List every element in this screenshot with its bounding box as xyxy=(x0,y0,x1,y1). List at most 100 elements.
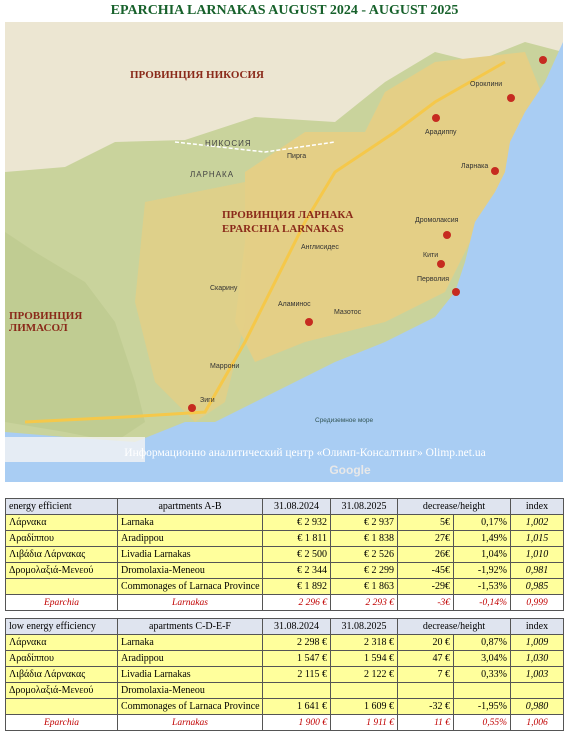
data-row: Δρομολαξιά-Μενεού Dromolaxia-Meneou € 2 34… xyxy=(5,562,564,579)
cell: Αραδίππου xyxy=(5,530,118,547)
cell: 3,04% xyxy=(453,650,511,667)
cell xyxy=(5,698,118,715)
map-label: ПРОВИНЦИЯ xyxy=(9,310,82,322)
markers xyxy=(188,56,547,412)
price-table: energy efficient apartments A-B 31.08.2024… xyxy=(5,498,564,611)
cell: 31.08.2024 xyxy=(262,498,331,515)
cell: 1 641 € xyxy=(262,698,331,715)
cell: 0,981 xyxy=(510,562,564,579)
cell: 0,17% xyxy=(453,514,511,531)
road xyxy=(24,311,262,424)
cell: Λάρνακα xyxy=(5,514,118,531)
title: EPARCHIA LARNAKAS AUGUST 2024 - AUGUST 2… xyxy=(110,3,459,18)
cell: Larnaka xyxy=(117,634,263,651)
cell: 1 547 € xyxy=(262,650,331,667)
cell: Αραδίππου xyxy=(5,650,118,667)
data-row: Δρομολαξιά-Μενεού Dromolaxia-Meneou xyxy=(5,682,564,699)
map-label: ПРОВИНЦИЯ ЛАРНАКА xyxy=(222,209,353,221)
map-label: Средиземное море xyxy=(315,417,374,424)
cell: 0,980 xyxy=(510,698,564,715)
cell: 7 € xyxy=(397,666,454,683)
cell: -0,14% xyxy=(453,594,511,611)
cell: Commonages of Larnaca Province xyxy=(117,578,263,595)
cell: index xyxy=(510,618,564,635)
cell: 20 € xyxy=(397,634,454,651)
cell: 0,55% xyxy=(453,714,511,731)
cell: Livadia Larnakas xyxy=(117,546,263,563)
marker xyxy=(188,404,196,412)
cell: € 1 838 xyxy=(330,530,398,547)
cell: € 1 863 xyxy=(330,578,398,595)
cell xyxy=(453,682,511,699)
cell: Δρομολαξιά-Μενεού xyxy=(5,682,118,699)
cell: 31.08.2025 xyxy=(330,498,398,515)
cell: 2 318 € xyxy=(330,634,398,651)
watermark: Информационно аналитический центр «Олимп… xyxy=(124,447,485,459)
cell: -29€ xyxy=(397,578,454,595)
cell: energy efficient xyxy=(5,498,118,515)
cell: 0,999 xyxy=(510,594,564,611)
map-label: Англисидес xyxy=(301,244,339,251)
cell: 1,49% xyxy=(453,530,511,547)
map-corner xyxy=(5,437,145,462)
cell: 31.08.2024 xyxy=(262,618,331,635)
cell: 1 609 € xyxy=(330,698,398,715)
map-label: Кити xyxy=(423,252,438,259)
cell: 1,006 xyxy=(510,714,564,731)
cell: 2 298 € xyxy=(262,634,331,651)
cell: 1 911 € xyxy=(330,714,398,731)
cell: Eparchia xyxy=(5,594,118,611)
map-label: ЛАРНАКА xyxy=(190,170,234,179)
cell: Larnakas xyxy=(117,714,263,731)
map-label: Арадиппу xyxy=(425,129,457,136)
map-label: Дромолаксия xyxy=(415,217,459,224)
marker xyxy=(443,231,451,239)
cell: Aradippou xyxy=(117,530,263,547)
cell: 0,33% xyxy=(453,666,511,683)
cell: -45€ xyxy=(397,562,454,579)
total-row: Eparchia Larnakas 2 296 €2 293 € -3€ -0,14% 0… xyxy=(5,594,564,611)
cell: 1,04% xyxy=(453,546,511,563)
cell: 1,010 xyxy=(510,546,564,563)
marker xyxy=(539,56,547,64)
cell: € 2 932 xyxy=(262,514,331,531)
cell: Larnaka xyxy=(117,514,263,531)
cell: -1,53% xyxy=(453,578,511,595)
cell: apartments A-B xyxy=(117,498,263,515)
sea xyxy=(5,42,563,482)
map-label: Ларнака xyxy=(461,163,488,170)
data-row: Λιβάδια Λάρνακας Livadia Larnakas 2 115 €2… xyxy=(5,666,564,683)
map-label: EPARCHIA LARNAKAS xyxy=(222,223,344,235)
cell: 0,87% xyxy=(453,634,511,651)
cell: Aradippou xyxy=(117,650,263,667)
cell: 1 594 € xyxy=(330,650,398,667)
cell: € 1 811 xyxy=(262,530,331,547)
header-row: energy efficient apartments A-B 31.08.2024… xyxy=(5,498,564,515)
cell: € 2 526 xyxy=(330,546,398,563)
marker xyxy=(452,288,460,296)
cell: € 1 892 xyxy=(262,578,331,595)
road xyxy=(258,60,506,313)
cell: € 2 299 xyxy=(330,562,398,579)
cell: -3€ xyxy=(397,594,454,611)
marker xyxy=(432,114,440,122)
cell: Λιβάδια Λάρνακας xyxy=(5,546,118,563)
cell: Dromolaxia-Meneou xyxy=(117,562,263,579)
cell xyxy=(262,682,331,699)
cell: 47 € xyxy=(397,650,454,667)
marker xyxy=(305,318,313,326)
map-label: НИКОСИЯ xyxy=(205,139,252,148)
cell xyxy=(510,682,564,699)
map-label: Маррони xyxy=(210,363,239,370)
cell: Livadia Larnakas xyxy=(117,666,263,683)
cell: -32 € xyxy=(397,698,454,715)
map-label: ПРОВИНЦИЯ НИКОСИЯ xyxy=(130,69,264,81)
cell: 2 293 € xyxy=(330,594,398,611)
cell: 26€ xyxy=(397,546,454,563)
marker xyxy=(507,94,515,102)
data-row: Commonages of Larnaca Province € 1 892 € 1… xyxy=(5,578,564,595)
cell: 31.08.2025 xyxy=(330,618,398,635)
cell: -1,92% xyxy=(453,562,511,579)
data-row: Commonages of Larnaca Province 1 641 €1 6… xyxy=(5,698,564,715)
